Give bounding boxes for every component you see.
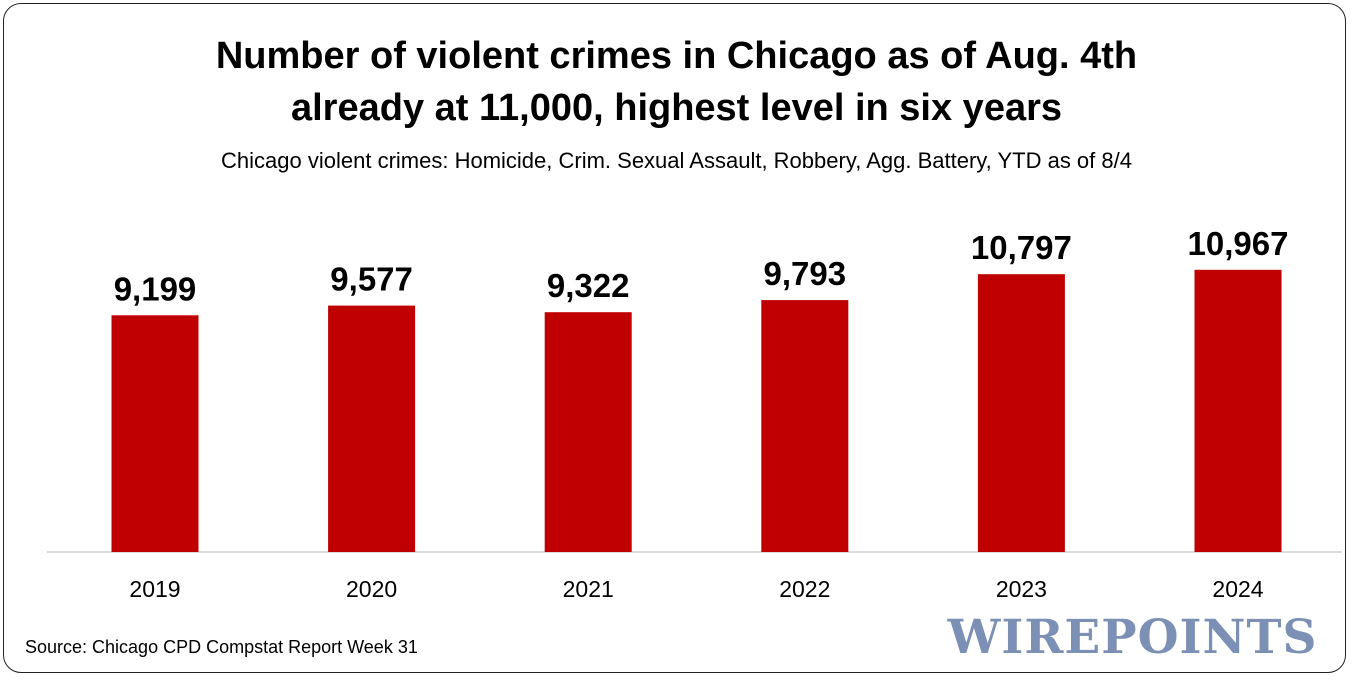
value-label-2024: 10,967 bbox=[1188, 225, 1289, 262]
value-label-2022: 9,793 bbox=[764, 255, 847, 292]
x-tick-label-2020: 2020 bbox=[346, 576, 397, 602]
bar-2020 bbox=[328, 305, 416, 552]
value-labels-group: 9,199 9,577 9,322 9,793 10,797 10,967 bbox=[114, 225, 1289, 307]
value-label-2020: 9,577 bbox=[330, 261, 413, 298]
bars-group bbox=[111, 269, 1282, 552]
chart-title-line-1: Number of violent crimes in Chicago as o… bbox=[215, 35, 1138, 77]
value-label-2021: 9,322 bbox=[547, 267, 630, 304]
chart-title-line-2: already at 11,000, highest level in six … bbox=[290, 87, 1063, 129]
x-tick-labels-group: 2019 2020 2021 2022 2023 2024 bbox=[129, 576, 1263, 602]
x-tick-label-2024: 2024 bbox=[1212, 576, 1263, 602]
x-tick-label-2021: 2021 bbox=[563, 576, 614, 602]
source-note: Source: Chicago CPD Compstat Report Week… bbox=[25, 637, 418, 657]
bar-2024 bbox=[1194, 269, 1282, 552]
bar-2022 bbox=[761, 300, 849, 552]
wirepoints-logo: WIREPOINTS bbox=[947, 610, 1318, 665]
bar-2023 bbox=[977, 274, 1065, 552]
chart-title: Number of violent crimes in Chicago as o… bbox=[0, 30, 1353, 134]
value-label-2019: 9,199 bbox=[114, 270, 197, 307]
bar-2021 bbox=[544, 312, 632, 552]
bar-2019 bbox=[111, 315, 199, 552]
x-tick-label-2023: 2023 bbox=[996, 576, 1047, 602]
chart-subtitle: Chicago violent crimes: Homicide, Crim. … bbox=[221, 148, 1132, 173]
chart-frame bbox=[3, 3, 1346, 673]
value-label-2023: 10,797 bbox=[971, 229, 1072, 266]
x-tick-label-2022: 2022 bbox=[779, 576, 830, 602]
x-tick-label-2019: 2019 bbox=[129, 576, 180, 602]
